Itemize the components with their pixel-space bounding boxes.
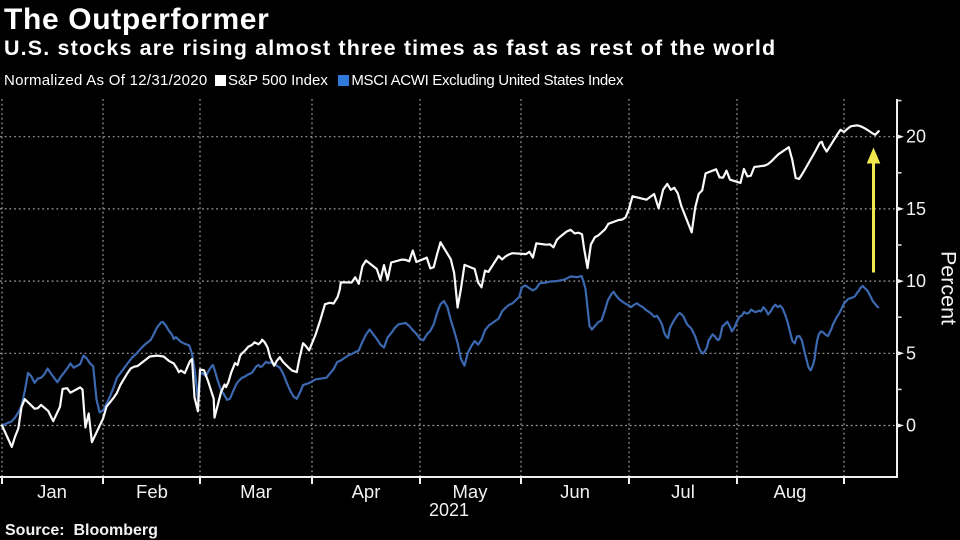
svg-text:Aug: Aug <box>774 481 807 502</box>
svg-text:Jul: Jul <box>671 481 695 502</box>
svg-text:Feb: Feb <box>136 481 168 502</box>
svg-text:20: 20 <box>906 127 926 147</box>
svg-text:Jun: Jun <box>560 481 590 502</box>
svg-text:5: 5 <box>906 343 916 363</box>
svg-text:Mar: Mar <box>240 481 272 502</box>
svg-text:Apr: Apr <box>352 481 381 502</box>
svg-text:15: 15 <box>906 199 926 219</box>
svg-text:Jan: Jan <box>37 481 67 502</box>
svg-text:2021: 2021 <box>429 500 469 520</box>
svg-text:0: 0 <box>906 416 916 436</box>
svg-text:May: May <box>453 481 489 502</box>
svg-text:Percent: Percent <box>937 251 960 325</box>
svg-text:10: 10 <box>906 271 926 291</box>
